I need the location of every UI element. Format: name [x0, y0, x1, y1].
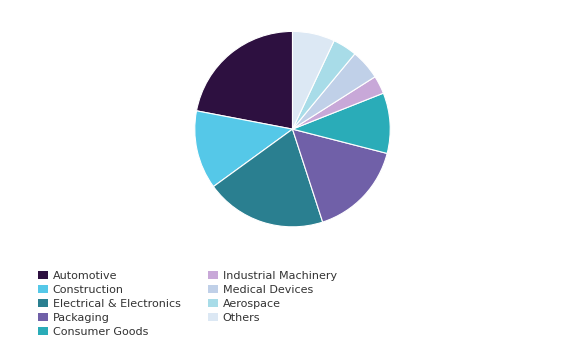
- Wedge shape: [292, 41, 355, 129]
- Wedge shape: [197, 31, 292, 129]
- Legend: Automotive, Construction, Electrical & Electronics, Packaging, Consumer Goods, I: Automotive, Construction, Electrical & E…: [35, 267, 340, 340]
- Wedge shape: [292, 129, 387, 222]
- Wedge shape: [292, 77, 383, 129]
- Wedge shape: [195, 111, 292, 187]
- Wedge shape: [292, 54, 375, 129]
- Wedge shape: [292, 31, 334, 129]
- Wedge shape: [214, 129, 323, 227]
- Wedge shape: [292, 93, 390, 154]
